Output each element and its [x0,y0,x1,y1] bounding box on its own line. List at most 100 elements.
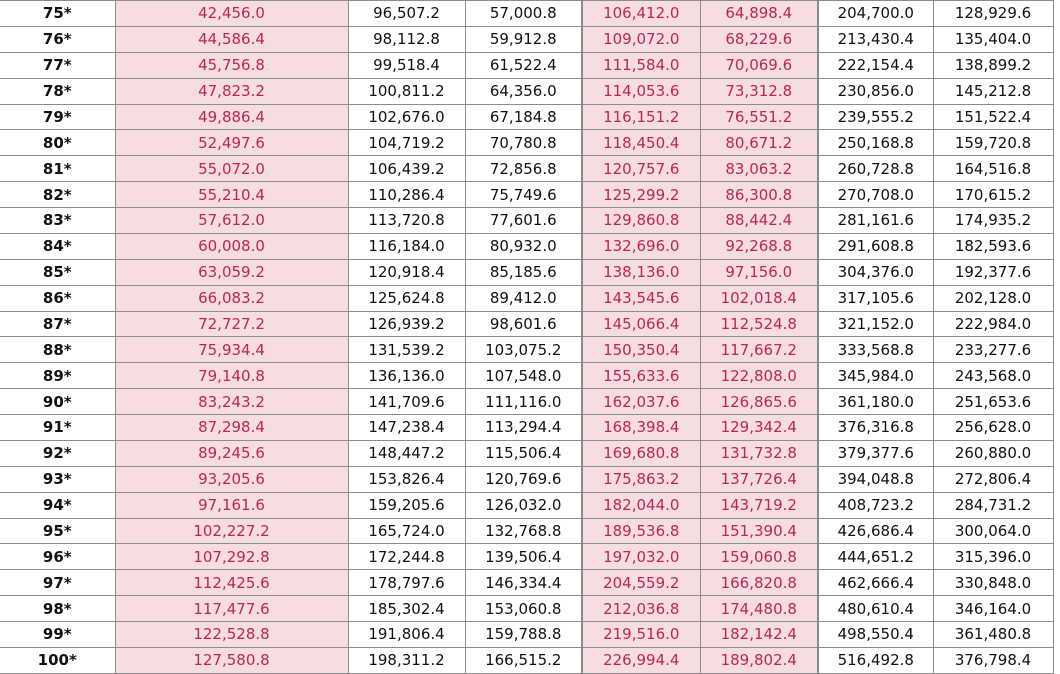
table-cell: 70,069.6 [699,51,819,79]
row-label: 98* [0,595,116,622]
table-cell: 104,719.2 [347,129,466,157]
table-cell: 426,686.4 [817,517,934,545]
table-cell: 111,116.0 [464,388,583,415]
table-cell: 191,806.4 [347,621,466,648]
table-cell: 72,856.8 [464,155,583,183]
table-cell: 304,376.0 [817,258,934,286]
table-cell: 126,939.2 [347,310,466,338]
table-cell: 73,312.8 [699,77,819,105]
table-cell: 136,136.0 [347,362,466,390]
table-cell: 178,797.6 [347,569,466,597]
table-cell: 88,442.4 [699,207,819,234]
table-cell: 83,243.2 [114,388,349,415]
table-cell: 67,184.8 [464,103,583,131]
table-cell: 59,912.8 [464,25,583,53]
table-cell: 127,580.8 [114,646,349,674]
table-row: 75* 42,456.0 96,507.2 57,000.8 106,412.0 64,8… [0,0,1054,27]
table-row: 78* 47,823.2 100,811.2 64,356.0 114,053.6 73,… [0,77,1054,105]
table-cell: 115,506.4 [464,439,583,467]
row-label: 95* [0,517,116,545]
table-cell: 42,456.0 [114,0,349,27]
table-cell: 138,899.2 [932,51,1054,79]
table-cell: 111,584.0 [581,51,701,79]
table-cell: 222,154.4 [817,51,934,79]
table-cell: 61,522.4 [464,51,583,79]
table-cell: 153,826.4 [347,465,466,493]
table-cell: 131,539.2 [347,336,466,364]
row-label: 89* [0,362,116,390]
table-cell: 52,497.6 [114,129,349,157]
table-cell: 291,608.8 [817,232,934,260]
table-cell: 272,806.4 [932,465,1054,493]
table-cell: 44,586.4 [114,25,349,53]
table-cell: 147,238.4 [347,414,466,441]
table-cell: 361,180.0 [817,388,934,415]
table-cell: 75,934.4 [114,336,349,364]
table-cell: 128,929.6 [932,0,1054,27]
table-cell: 55,072.0 [114,155,349,183]
table-cell: 96,507.2 [347,0,466,27]
table-cell: 212,036.8 [581,595,701,622]
table-cell: 49,886.4 [114,103,349,131]
table-cell: 182,044.0 [581,491,701,519]
table-row: 90* 83,243.2 141,709.6 111,116.0 162,037.6 12… [0,388,1054,415]
table-row: 79* 49,886.4 102,676.0 67,184.8 116,151.2 76,… [0,103,1054,131]
row-label: 91* [0,414,116,441]
table-cell: 159,060.8 [699,543,819,571]
table-cell: 182,142.4 [699,621,819,648]
table-cell: 222,984.0 [932,310,1054,338]
table-cell: 126,865.6 [699,388,819,415]
row-label: 99* [0,621,116,648]
table-row: 88* 75,934.4 131,539.2 103,075.2 150,350.4 11… [0,336,1054,364]
table-cell: 89,412.0 [464,284,583,312]
table-cell: 192,377.6 [932,258,1054,286]
table-cell: 120,757.6 [581,155,701,183]
row-label: 90* [0,388,116,415]
table-cell: 233,277.6 [932,336,1054,364]
table-cell: 143,545.6 [581,284,701,312]
table-row: 97* 112,425.6 178,797.6 146,334.4 204,559.2 1… [0,569,1054,597]
table-cell: 333,568.8 [817,336,934,364]
table-cell: 45,756.8 [114,51,349,79]
table-cell: 79,140.8 [114,362,349,390]
table-cell: 80,671.2 [699,129,819,157]
table-cell: 159,720.8 [932,129,1054,157]
table-row: 82* 55,210.4 110,286.4 75,749.6 125,299.2 86,… [0,181,1054,208]
table-cell: 270,708.0 [817,181,934,208]
table-cell: 100,811.2 [347,77,466,105]
table-cell: 97,156.0 [699,258,819,286]
table-cell: 114,053.6 [581,77,701,105]
table-row: 98* 117,477.6 185,302.4 153,060.8 212,036.8 1… [0,595,1054,622]
table-cell: 120,769.6 [464,465,583,493]
table-cell: 516,492.8 [817,646,934,674]
table-cell: 102,227.2 [114,517,349,545]
table-cell: 125,299.2 [581,181,701,208]
table-row: 91* 87,298.4 147,238.4 113,294.4 168,398.4 12… [0,414,1054,441]
table-cell: 230,856.0 [817,77,934,105]
table-cell: 102,018.4 [699,284,819,312]
table-cell: 72,727.2 [114,310,349,338]
row-label: 85* [0,258,116,286]
row-label: 82* [0,181,116,208]
table-cell: 346,164.0 [932,595,1054,622]
table-cell: 93,205.6 [114,465,349,493]
table-cell: 260,880.0 [932,439,1054,467]
table-row: 96* 107,292.8 172,244.8 139,506.4 197,032.0 1… [0,543,1054,571]
table-cell: 112,425.6 [114,569,349,597]
table-cell: 129,860.8 [581,207,701,234]
table-cell: 89,245.6 [114,439,349,467]
table-cell: 204,559.2 [581,569,701,597]
table-cell: 250,168.8 [817,129,934,157]
table-cell: 106,439.2 [347,155,466,183]
table-cell: 76,551.2 [699,103,819,131]
table-cell: 107,292.8 [114,543,349,571]
table-cell: 226,994.4 [581,646,701,674]
table-cell: 132,768.8 [464,517,583,545]
table-cell: 153,060.8 [464,595,583,622]
table-cell: 189,802.4 [699,646,819,674]
table-cell: 174,480.8 [699,595,819,622]
table-cell: 112,524.8 [699,310,819,338]
row-label: 100* [0,646,116,674]
